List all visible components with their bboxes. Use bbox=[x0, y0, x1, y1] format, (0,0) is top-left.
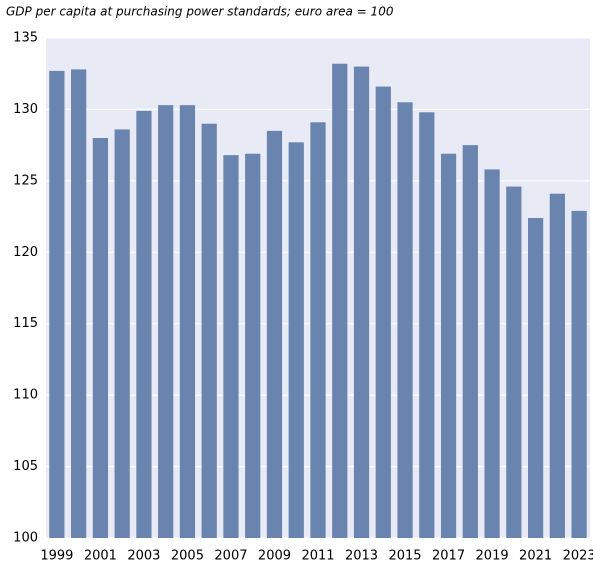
x-tick-label: 2017 bbox=[432, 549, 465, 564]
x-tick-label: 2001 bbox=[84, 549, 117, 564]
bar bbox=[223, 155, 239, 538]
bar bbox=[201, 123, 217, 538]
y-tick-label: 120 bbox=[13, 245, 38, 260]
bar bbox=[245, 153, 261, 538]
y-tick-label: 100 bbox=[13, 531, 38, 546]
bar bbox=[332, 63, 348, 538]
x-tick-label: 2013 bbox=[345, 549, 378, 564]
bar bbox=[179, 105, 196, 539]
y-tick-label: 135 bbox=[13, 31, 38, 46]
y-tick-label: 125 bbox=[13, 173, 38, 188]
y-tick-label: 110 bbox=[13, 388, 38, 403]
bar bbox=[353, 66, 370, 539]
bar bbox=[136, 110, 152, 538]
bar bbox=[419, 112, 435, 539]
bar bbox=[49, 70, 65, 538]
bar bbox=[506, 186, 522, 539]
bar bbox=[92, 138, 109, 538]
chart-title: GDP per capita at purchasing power stand… bbox=[6, 5, 394, 19]
bar bbox=[375, 86, 391, 539]
x-tick-label: 2023 bbox=[563, 549, 593, 564]
bar bbox=[440, 153, 457, 538]
x-tick-label: 2003 bbox=[127, 549, 160, 564]
bar bbox=[310, 122, 326, 539]
y-tick-label: 105 bbox=[13, 459, 38, 474]
bar bbox=[71, 69, 87, 538]
bar bbox=[114, 129, 130, 538]
bar bbox=[266, 130, 283, 538]
bar bbox=[484, 169, 500, 538]
x-tick-label: 1999 bbox=[40, 549, 73, 564]
x-tick-label: 2015 bbox=[388, 549, 421, 564]
bar bbox=[527, 218, 544, 538]
bar bbox=[571, 210, 587, 538]
bar bbox=[158, 105, 174, 539]
bar bbox=[397, 102, 413, 539]
x-tick-label: 2019 bbox=[476, 549, 509, 564]
bar bbox=[549, 193, 565, 538]
bar bbox=[462, 145, 478, 538]
x-tick-label: 2005 bbox=[171, 549, 204, 564]
x-tick-label: 2007 bbox=[214, 549, 247, 564]
y-tick-label: 115 bbox=[13, 316, 38, 331]
x-tick-label: 2009 bbox=[258, 549, 291, 564]
y-tick-label: 130 bbox=[13, 102, 38, 117]
x-tick-label: 2021 bbox=[519, 549, 552, 564]
x-tick-label: 2011 bbox=[301, 549, 334, 564]
bar bbox=[288, 142, 304, 539]
